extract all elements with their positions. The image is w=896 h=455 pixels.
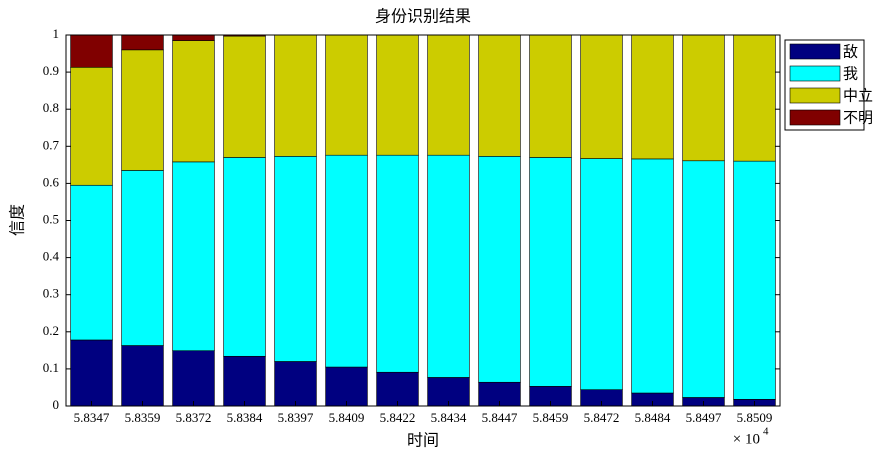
legend-swatch xyxy=(789,43,841,60)
bar-segment xyxy=(376,371,419,407)
x-axis-label: 时间 xyxy=(407,431,439,450)
y-tick-label: 0.7 xyxy=(43,137,60,152)
legend-swatch xyxy=(789,109,841,126)
bar-segment xyxy=(631,34,674,160)
x-tick-label: 5.8384 xyxy=(227,410,263,425)
bar-segment xyxy=(682,160,725,398)
bar-segment xyxy=(427,154,470,378)
bar-segment xyxy=(70,66,113,186)
bar-segment xyxy=(529,34,572,158)
bar-segment xyxy=(427,34,470,156)
y-tick-label: 0 xyxy=(53,397,60,412)
x-multiplier-exponent: 4 xyxy=(763,426,769,438)
y-tick-label: 0.3 xyxy=(43,286,59,301)
bar-segment xyxy=(376,154,419,373)
bar-segment xyxy=(121,49,164,171)
bar-segment xyxy=(274,34,317,157)
x-tick-label: 5.8484 xyxy=(635,410,671,425)
bar-segment xyxy=(529,157,572,387)
bar-segment xyxy=(70,34,113,68)
x-tick-label: 5.8472 xyxy=(584,410,620,425)
x-tick-label: 5.8422 xyxy=(380,410,416,425)
bar-segment xyxy=(172,40,215,163)
bar-segment xyxy=(223,35,266,158)
bar-segment xyxy=(580,158,623,390)
bar-segment xyxy=(70,184,113,341)
bar-segment xyxy=(733,160,776,400)
bar-segment xyxy=(172,161,215,352)
legend-swatch xyxy=(789,87,841,104)
bar-segment xyxy=(223,355,266,407)
y-tick-label: 0.1 xyxy=(43,360,59,375)
y-tick-label: 0.8 xyxy=(43,100,59,115)
bar-segment xyxy=(733,34,776,162)
bar-segment xyxy=(580,34,623,159)
x-tick-label: 5.8434 xyxy=(431,410,467,425)
legend-label: 敌 xyxy=(843,43,858,61)
bar-segment xyxy=(121,34,164,51)
bar-segment xyxy=(682,34,725,162)
bar-segment xyxy=(172,350,215,407)
legend-label: 中立 xyxy=(843,87,873,105)
legend-label: 我 xyxy=(843,65,858,83)
y-axis-label: 信度 xyxy=(8,204,27,236)
y-tick-label: 0.4 xyxy=(43,249,60,264)
x-tick-label: 5.8509 xyxy=(737,410,773,425)
x-multiplier: × 10 xyxy=(733,431,760,447)
bar-segment xyxy=(70,339,113,407)
legend-label: 不明 xyxy=(843,109,873,127)
y-tick-label: 0.6 xyxy=(43,174,60,189)
x-tick-label: 5.8459 xyxy=(533,410,569,425)
x-tick-label: 5.8372 xyxy=(176,410,212,425)
y-tick-label: 0.9 xyxy=(43,63,59,78)
bar-segment xyxy=(478,156,521,383)
bar-segment xyxy=(376,34,419,156)
x-tick-label: 5.8347 xyxy=(74,410,110,425)
bar-segment xyxy=(274,361,317,407)
bar-segment xyxy=(223,157,266,357)
bar-segment xyxy=(121,170,164,346)
bar-segment xyxy=(325,34,368,156)
y-tick-label: 0.2 xyxy=(43,323,59,338)
y-tick-label: 1 xyxy=(53,26,60,41)
legend-swatch xyxy=(789,65,841,82)
x-tick-label: 5.8397 xyxy=(278,410,314,425)
chart-title: 身份识别结果 xyxy=(375,7,471,26)
bar-segment xyxy=(172,34,215,41)
y-tick-label: 0.5 xyxy=(43,211,59,226)
bar-segment xyxy=(478,34,521,157)
bar-segment xyxy=(121,345,164,407)
bar-segment xyxy=(631,158,674,394)
bar-segment xyxy=(325,154,368,368)
x-tick-label: 5.8497 xyxy=(686,410,722,425)
x-tick-label: 5.8359 xyxy=(125,410,161,425)
x-tick-label: 5.8409 xyxy=(329,410,365,425)
bar-segment xyxy=(325,366,368,407)
bar-segment xyxy=(274,156,317,362)
x-tick-label: 5.8447 xyxy=(482,410,518,425)
